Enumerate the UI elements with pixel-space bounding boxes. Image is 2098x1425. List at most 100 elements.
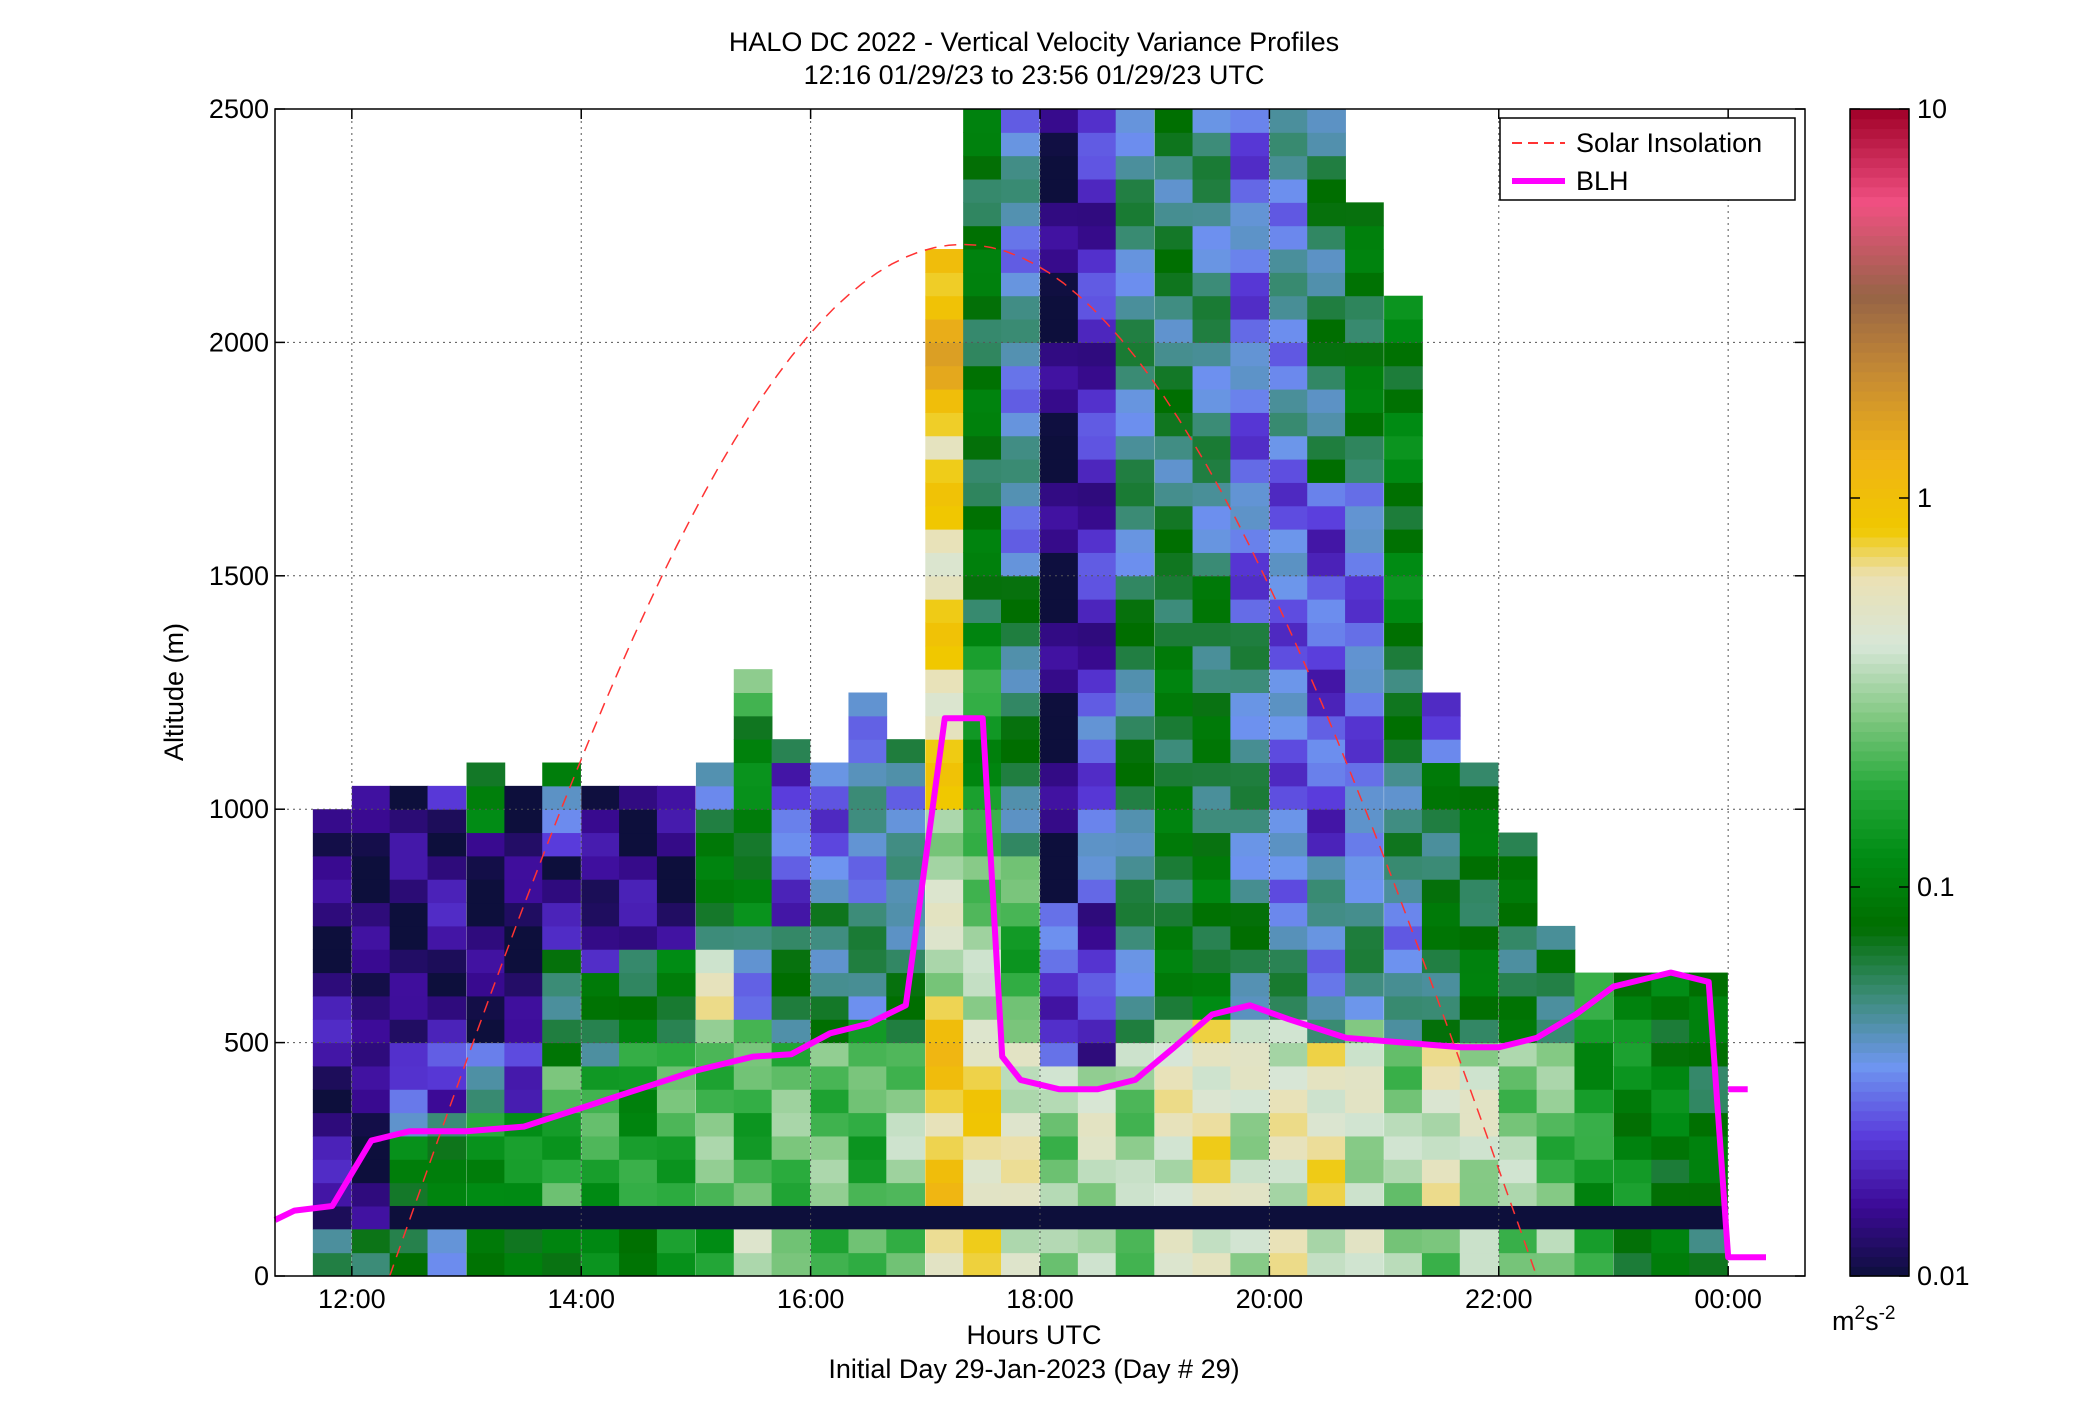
colorbar-step xyxy=(1850,1062,1909,1073)
heatmap-cell xyxy=(886,809,926,834)
heatmap-cell xyxy=(771,972,811,997)
heatmap-cell xyxy=(351,902,391,927)
heatmap-cell xyxy=(810,925,850,950)
heatmap-cell xyxy=(656,972,696,997)
heatmap-cell xyxy=(1269,669,1309,693)
colorbar-step xyxy=(1850,848,1909,859)
heatmap-cell xyxy=(848,1252,888,1277)
heatmap-cell xyxy=(581,1112,620,1137)
heatmap-cell xyxy=(1115,645,1155,670)
heatmap-cell xyxy=(1192,412,1232,437)
heatmap-cell xyxy=(1192,365,1232,390)
heatmap-cell xyxy=(1040,179,1079,203)
heatmap-cell xyxy=(542,972,581,997)
heatmap-cell xyxy=(733,669,773,693)
heatmap-cell xyxy=(1459,1065,1499,1090)
heatmap-cell xyxy=(656,1135,696,1160)
heatmap-cell xyxy=(695,1229,735,1254)
heatmap-cell xyxy=(1077,855,1117,880)
heatmap-cell xyxy=(466,949,506,974)
heatmap-cell xyxy=(581,785,620,810)
heatmap-cell xyxy=(1459,902,1499,927)
heatmap-cell xyxy=(1192,575,1232,600)
heatmap-cell xyxy=(886,1065,926,1090)
heatmap-cell xyxy=(1536,1019,1576,1044)
heatmap-cell xyxy=(1230,529,1270,553)
heatmap-cell xyxy=(466,785,506,810)
heatmap-cell xyxy=(542,1229,581,1254)
heatmap-cell xyxy=(810,1112,850,1137)
heatmap-cell xyxy=(963,1089,1002,1114)
colorbar-step xyxy=(1850,322,1909,334)
heatmap-cell xyxy=(1384,505,1423,530)
heatmap-cell xyxy=(1269,1229,1309,1254)
heatmap-cell xyxy=(1498,902,1538,927)
heatmap-cell xyxy=(351,972,391,997)
heatmap-cell xyxy=(1536,972,1576,997)
heatmap-cell xyxy=(1345,902,1384,927)
heatmap-cell xyxy=(1154,389,1194,413)
heatmap-cell xyxy=(925,295,964,320)
heatmap-cell xyxy=(886,925,926,950)
colorbar-step xyxy=(1850,770,1909,781)
heatmap-cell xyxy=(1115,995,1155,1020)
heatmap-cell xyxy=(848,1135,888,1160)
heatmap-cell xyxy=(963,225,1002,250)
heatmap-cell xyxy=(848,692,888,717)
heatmap-cell xyxy=(925,1042,964,1067)
colorbar-step xyxy=(1850,1052,1909,1063)
heatmap-cell xyxy=(925,855,964,880)
heatmap-cell xyxy=(312,949,352,974)
heatmap-cell xyxy=(925,319,964,343)
heatmap-cell xyxy=(1001,1135,1040,1160)
heatmap-cell xyxy=(1040,902,1079,927)
heatmap-cell xyxy=(848,855,888,880)
heatmap-cell xyxy=(1307,249,1346,273)
heatmap-cell xyxy=(1077,739,1117,764)
heatmap-cell xyxy=(1345,925,1384,950)
heatmap-cell xyxy=(1154,552,1194,577)
heatmap-cell xyxy=(963,785,1002,810)
heatmap-cell xyxy=(1269,1252,1309,1277)
heatmap-cell xyxy=(1001,1252,1040,1277)
heatmap-cell xyxy=(1574,1042,1614,1067)
heatmap-cell xyxy=(1040,132,1079,157)
heatmap-cell xyxy=(1040,762,1079,787)
heatmap-cell xyxy=(504,785,544,810)
heatmap-cell xyxy=(466,1019,506,1044)
colorbar-step xyxy=(1850,575,1909,587)
heatmap-cell xyxy=(1001,949,1040,974)
colorbar-tick-label: 0.1 xyxy=(1917,872,1955,902)
heatmap-cell xyxy=(1192,1089,1232,1114)
heatmap-cell xyxy=(848,1089,888,1114)
heatmap-cell xyxy=(925,249,964,273)
heatmap-cell xyxy=(1384,669,1423,693)
heatmap-cell xyxy=(1154,412,1194,437)
heatmap-cell xyxy=(504,1065,544,1090)
heatmap-cell xyxy=(1001,809,1040,834)
heatmap-cell xyxy=(466,855,506,880)
heatmap-cell xyxy=(1307,599,1346,623)
colorbar-step xyxy=(1850,838,1909,849)
heatmap-cell xyxy=(1459,832,1499,857)
colorbar-step xyxy=(1850,517,1909,528)
heatmap-cell xyxy=(389,1182,429,1207)
heatmap-cell xyxy=(1001,669,1040,693)
colorbar-step xyxy=(1850,1139,1909,1151)
heatmap-cell xyxy=(1307,855,1346,880)
colorbar-tick-label: 0.01 xyxy=(1917,1261,1970,1291)
heatmap-cell xyxy=(1384,995,1423,1020)
heatmap-cell xyxy=(771,762,811,787)
heatmap-cell xyxy=(1574,1135,1614,1160)
heatmap-cell xyxy=(925,669,964,693)
colorbar-step xyxy=(1850,1188,1909,1199)
heatmap-cell xyxy=(427,785,467,810)
heatmap-cell xyxy=(427,1089,467,1114)
heatmap-cell xyxy=(1192,505,1232,530)
heatmap-cell xyxy=(1230,1135,1270,1160)
heatmap-cell xyxy=(1001,995,1040,1020)
heatmap-cell xyxy=(1115,202,1155,227)
heatmap-cell xyxy=(886,1252,926,1277)
heatmap-cell xyxy=(1536,949,1576,974)
colorbar-step xyxy=(1850,692,1909,703)
